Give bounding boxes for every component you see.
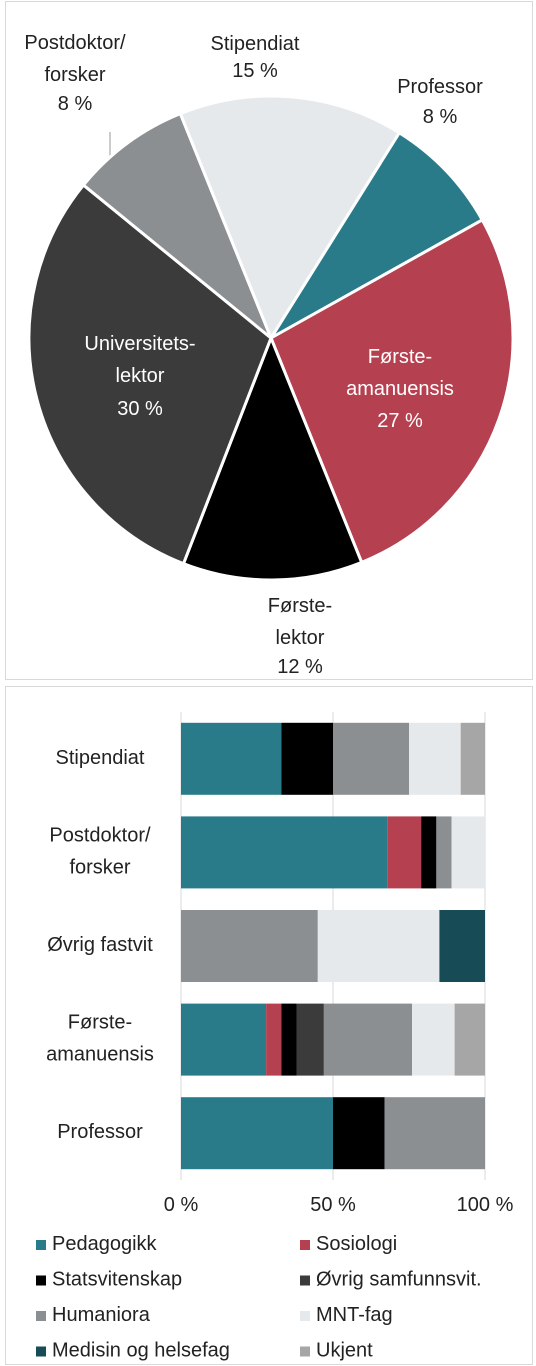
- legend-label: Sosiologi: [316, 1233, 397, 1255]
- bar-segment: [436, 816, 452, 889]
- x-tick-label: 100 %: [457, 1194, 514, 1216]
- legend-label: Humaniora: [52, 1304, 151, 1326]
- legend-swatch: [36, 1240, 46, 1250]
- bar-segment: [439, 910, 485, 982]
- bar-segment: [387, 816, 422, 889]
- legend-swatch: [300, 1275, 310, 1286]
- legend-swatch: [36, 1346, 46, 1357]
- slice-label: Professor: [397, 76, 483, 98]
- pie-slice: [178, 94, 402, 342]
- bar-segment: [181, 816, 388, 889]
- legend-swatch: [300, 1311, 310, 1321]
- pie-slice: [269, 130, 485, 340]
- y-tick-label: Første-amanuensis: [46, 1012, 154, 1066]
- y-tick-label: Øvrig fastvit: [47, 934, 153, 956]
- slice-value: 15 %: [232, 60, 278, 82]
- bar-segment: [181, 722, 282, 795]
- bar-segment: [412, 1003, 455, 1076]
- bar-segment: [333, 722, 409, 795]
- x-tick-label: 0 %: [164, 1194, 199, 1216]
- slice-value: 8 %: [58, 93, 93, 115]
- slice-label: Universitets-lektor: [84, 333, 195, 387]
- pie-slice: [269, 217, 515, 565]
- pie-slice: [27, 182, 273, 566]
- legend-label: Øvrig samfunnsvit.: [316, 1269, 482, 1291]
- legend-label: Medisin og helsefag: [52, 1340, 230, 1362]
- y-tick-label: Professor: [57, 1121, 143, 1143]
- slice-label: Første-amanuensis: [346, 346, 454, 400]
- bar-segment: [266, 1003, 282, 1076]
- legend-swatch: [300, 1240, 310, 1250]
- y-tick-label: Stipendiat: [56, 747, 145, 769]
- x-tick-label: 50 %: [310, 1194, 356, 1216]
- legend-swatch: [300, 1346, 310, 1357]
- slice-label: Stipendiat: [211, 33, 300, 55]
- bar-panel: [5, 686, 533, 1365]
- legend-swatch: [36, 1275, 46, 1286]
- bar-segment: [181, 1097, 333, 1170]
- bar-segment: [281, 1003, 297, 1076]
- pie-slice: [181, 333, 364, 582]
- bar-segment: [451, 816, 485, 889]
- slice-value: 30 %: [117, 398, 163, 420]
- bar-segment: [333, 1097, 385, 1170]
- bar-segment: [454, 1003, 485, 1076]
- pie-panel: [5, 1, 533, 680]
- slice-value: 12 %: [277, 656, 323, 678]
- bar-segment: [460, 722, 485, 795]
- bar-segment: [323, 1003, 413, 1076]
- bar-segment: [281, 722, 333, 795]
- bar-segment: [384, 1097, 485, 1170]
- bar-segment: [421, 816, 437, 889]
- bar-segment: [317, 910, 440, 982]
- pie-slice: [81, 111, 273, 340]
- bar-segment: [181, 1003, 267, 1076]
- legend-label: Pedagogikk: [52, 1233, 158, 1255]
- slice-value: 8 %: [423, 106, 458, 128]
- bar-segment: [296, 1003, 324, 1076]
- legend-label: Statsvitenskap: [52, 1269, 182, 1291]
- slice-label: Postdoktor/forsker: [24, 32, 126, 86]
- slice-label: Første-lektor: [268, 595, 332, 649]
- legend-label: Ukjent: [316, 1340, 373, 1362]
- bar-segment: [409, 722, 461, 795]
- slice-value: 27 %: [377, 410, 423, 432]
- legend-label: MNT-fag: [316, 1304, 393, 1326]
- y-tick-label: Postdoktor/forsker: [49, 825, 151, 879]
- bar-segment: [181, 910, 318, 982]
- legend-swatch: [36, 1311, 46, 1321]
